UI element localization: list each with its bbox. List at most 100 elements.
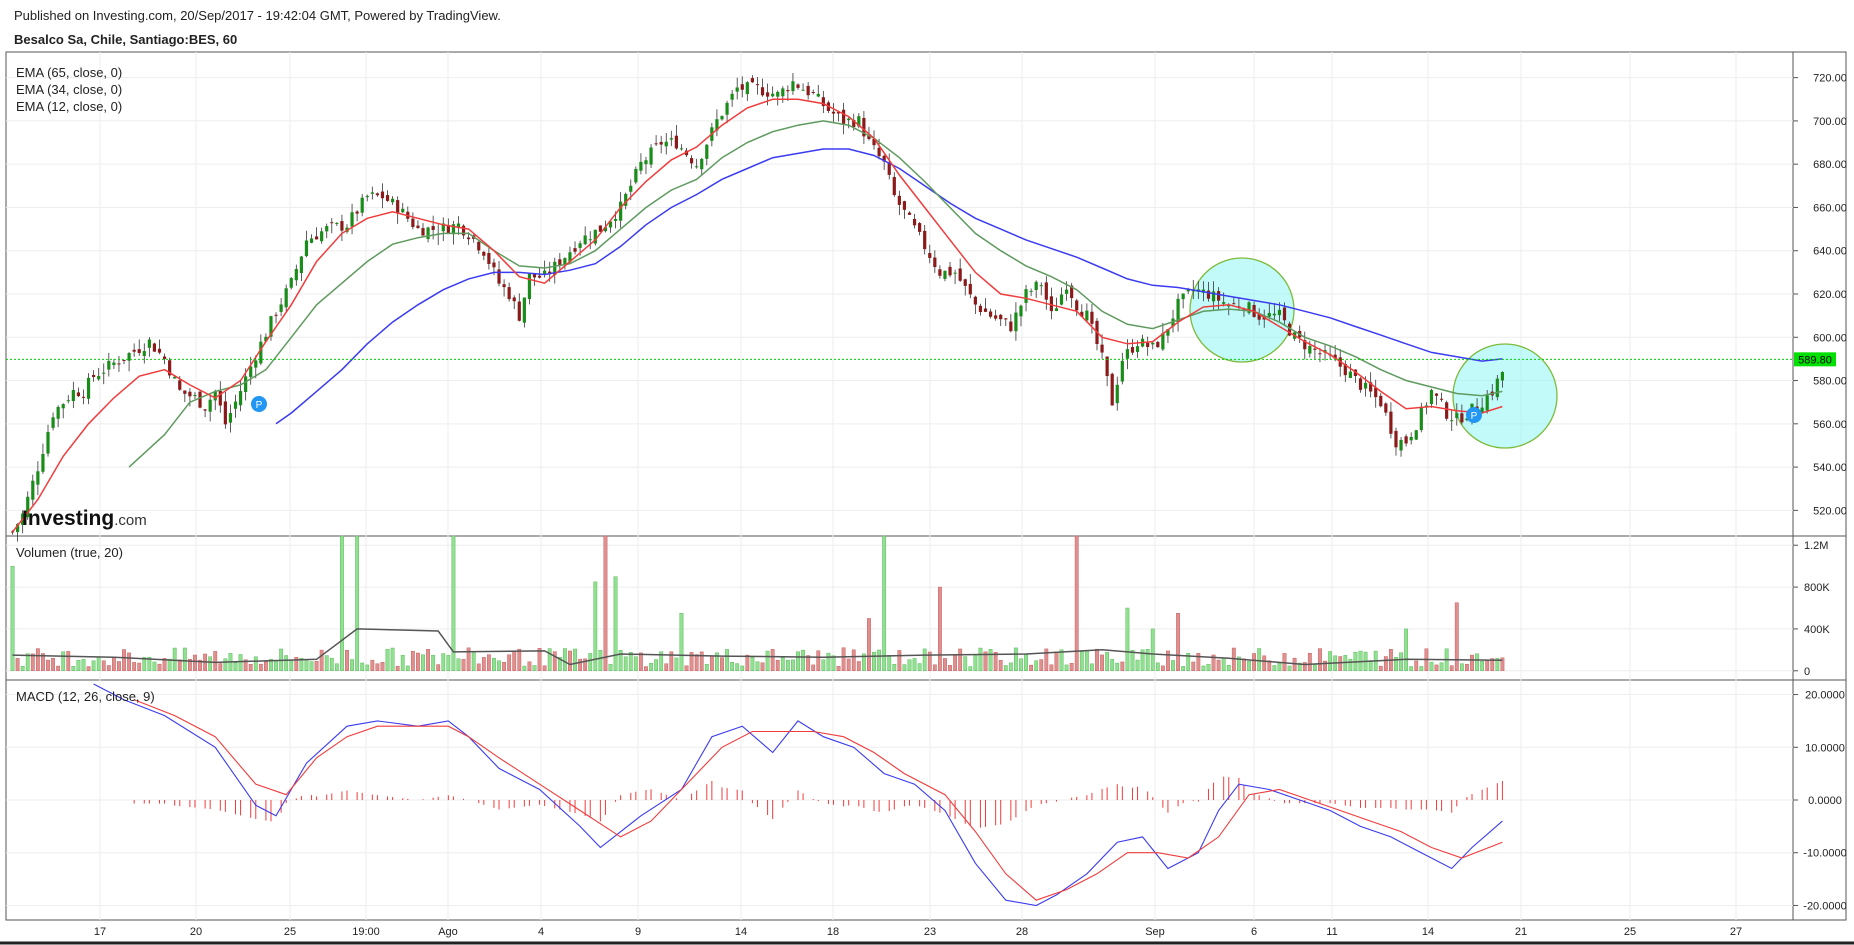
volume-bar xyxy=(304,659,309,671)
candle-body xyxy=(1004,318,1008,320)
candle-body xyxy=(1389,411,1393,434)
candle-body xyxy=(1044,282,1048,300)
volume-bar xyxy=(1348,658,1353,671)
candle-body xyxy=(862,117,866,137)
volume-tick-label: 0 xyxy=(1804,666,1810,678)
volume-bar xyxy=(1490,658,1495,671)
volume-bar xyxy=(679,613,684,671)
candle-body xyxy=(816,93,820,97)
volume-bar xyxy=(1024,654,1028,671)
volume-bar xyxy=(892,664,897,671)
candle-body xyxy=(1348,371,1352,378)
volume-bar xyxy=(476,663,481,671)
volume-bar xyxy=(765,650,770,671)
candle-body xyxy=(375,193,379,196)
candle-body xyxy=(953,272,957,274)
candle-body xyxy=(619,201,623,221)
volume-bar xyxy=(152,661,157,671)
volume-bar xyxy=(299,658,304,671)
candle-body xyxy=(86,377,91,399)
volume-bar xyxy=(537,648,542,671)
candle-body xyxy=(796,84,800,88)
candle-body xyxy=(269,316,273,337)
volume-bar xyxy=(1378,665,1383,671)
candle-body xyxy=(208,399,212,412)
candle-body xyxy=(482,251,486,256)
volume-bar xyxy=(1262,655,1267,671)
volume-bar xyxy=(1226,664,1231,671)
candle-body xyxy=(978,305,983,313)
volume-bar xyxy=(1145,649,1150,671)
volume-bar xyxy=(142,657,147,671)
candle-body xyxy=(411,218,415,228)
candle-body xyxy=(1125,349,1129,359)
volume-bar xyxy=(770,649,775,671)
volume-bar xyxy=(1409,666,1414,671)
volume-bar xyxy=(993,652,998,671)
volume-tick-label: 400K xyxy=(1804,624,1830,636)
volume-bar xyxy=(385,649,390,671)
volume-bar xyxy=(1115,662,1120,671)
volume-bar xyxy=(517,648,522,671)
volume-bar xyxy=(730,661,735,671)
volume-bar xyxy=(1166,650,1170,671)
macd-legend: MACD (12, 26, close, 9) xyxy=(16,689,155,704)
candle-body xyxy=(781,88,785,97)
candle-body xyxy=(1272,313,1276,316)
candle-body xyxy=(933,257,937,268)
volume-bar xyxy=(598,650,603,671)
candle-body xyxy=(1186,289,1190,292)
candle-body xyxy=(1070,285,1074,299)
volume-bar xyxy=(867,618,871,671)
candle-body xyxy=(1029,290,1033,292)
volume-bar xyxy=(41,653,45,671)
volume-bar xyxy=(1338,656,1343,671)
volume-bar xyxy=(1475,653,1479,671)
candle-body xyxy=(162,356,167,359)
candle-body xyxy=(806,85,810,96)
candle-body xyxy=(735,87,739,92)
candle-body xyxy=(456,223,461,228)
price-tick-label: 700.00 xyxy=(1813,116,1847,128)
candle-body xyxy=(740,84,744,90)
volume-bar xyxy=(1465,663,1469,671)
candle-body xyxy=(289,278,293,288)
candle-body xyxy=(193,395,197,397)
volume-bar xyxy=(628,652,633,671)
candle-body xyxy=(1135,346,1140,352)
volume-bar xyxy=(958,648,963,671)
volume-bar xyxy=(284,655,289,671)
candle-body xyxy=(330,222,334,224)
candle-body xyxy=(573,248,577,252)
volume-bar xyxy=(1216,659,1221,671)
candle-body xyxy=(902,201,907,210)
price-tick-label: 720.00 xyxy=(1813,73,1847,85)
volume-bar xyxy=(806,655,811,671)
candle-body xyxy=(1146,342,1150,347)
candle-body xyxy=(355,211,359,214)
candle-body xyxy=(624,193,628,206)
candle-body xyxy=(507,287,511,300)
candle-body xyxy=(31,480,35,500)
volume-bar xyxy=(775,659,780,671)
candle-body xyxy=(401,208,405,213)
volume-bar xyxy=(709,655,714,671)
candle-body xyxy=(218,391,222,406)
candle-body xyxy=(325,226,329,232)
volume-bar xyxy=(1419,666,1424,671)
volume-bar xyxy=(264,661,268,671)
volume-bar xyxy=(147,656,152,671)
volume-bar xyxy=(644,666,648,671)
candle-body xyxy=(1039,285,1043,287)
candle-body xyxy=(1439,398,1444,400)
candle-body xyxy=(608,221,613,228)
volume-bar xyxy=(1095,648,1099,671)
candle-body xyxy=(912,218,917,226)
candle-body xyxy=(882,155,886,162)
volume-bar xyxy=(720,657,724,671)
volume-bar xyxy=(30,653,35,671)
volume-ma-line xyxy=(12,628,1503,666)
volume-bar xyxy=(522,665,527,671)
volume-bar xyxy=(1242,658,1246,671)
